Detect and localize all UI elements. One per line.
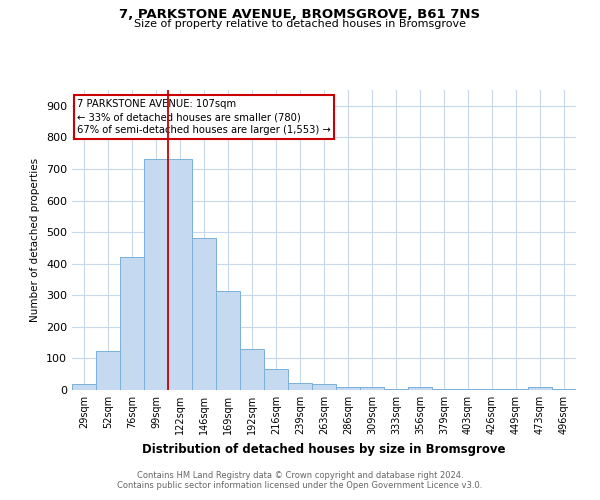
Text: Contains HM Land Registry data © Crown copyright and database right 2024.: Contains HM Land Registry data © Crown c… (137, 471, 463, 480)
Bar (72, 384, 96, 390)
Text: Distribution of detached houses by size in Bromsgrove: Distribution of detached houses by size … (142, 442, 506, 456)
Text: 7, PARKSTONE AVENUE, BROMSGROVE, B61 7NS: 7, PARKSTONE AVENUE, BROMSGROVE, B61 7NS (119, 8, 481, 20)
Bar (312, 384, 336, 390)
Text: Contains public sector information licensed under the Open Government Licence v3: Contains public sector information licen… (118, 481, 482, 490)
Bar (240, 349, 264, 390)
Bar (120, 258, 144, 390)
Bar (96, 352, 120, 390)
Bar (216, 290, 240, 390)
Bar (288, 383, 312, 390)
Bar (192, 238, 216, 390)
Text: Size of property relative to detached houses in Bromsgrove: Size of property relative to detached ho… (134, 19, 466, 29)
Y-axis label: Number of detached properties: Number of detached properties (31, 158, 40, 322)
Bar (144, 160, 168, 390)
Text: 7 PARKSTONE AVENUE: 107sqm
← 33% of detached houses are smaller (780)
67% of sem: 7 PARKSTONE AVENUE: 107sqm ← 33% of deta… (77, 99, 331, 136)
Bar (168, 160, 192, 390)
Bar (264, 370, 288, 390)
Bar (408, 388, 432, 390)
Bar (360, 388, 384, 390)
Bar (336, 387, 360, 390)
Bar (528, 388, 552, 390)
